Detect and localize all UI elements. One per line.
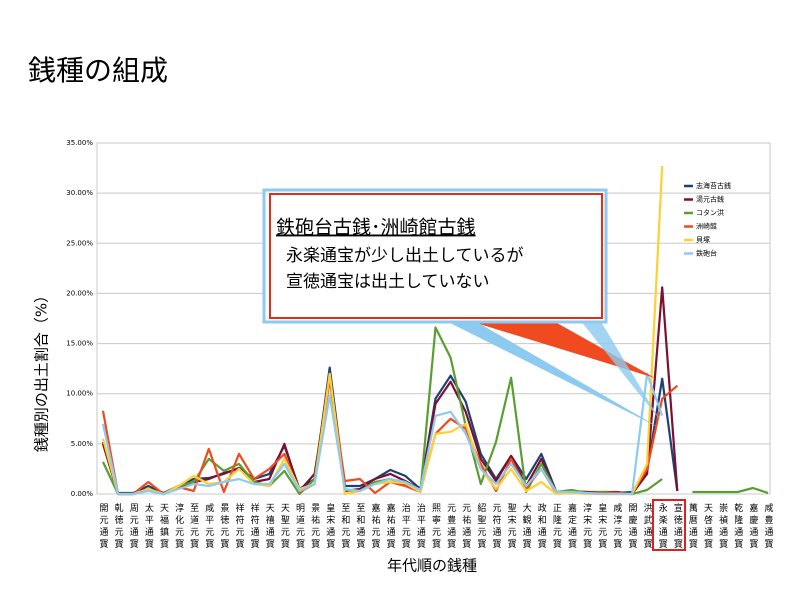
x-tick-label: 嘉慶通寳 (747, 502, 758, 551)
y-tick-label: 15.00% (66, 340, 93, 348)
legend-label: コタン洪 (696, 208, 724, 217)
x-tick-label: 祥符元寳 (234, 502, 245, 551)
x-tick-label: 元豊通寳 (445, 503, 456, 551)
x-labels: 開元通寳 乹徳元寳 周元通寳 太平通寳 天福鎮寳 淳化元寳 至道元寳 咸平元寳 景徳元寳 祥符元寳… (98, 502, 774, 551)
x-tick-label: 紹聖元寳 (475, 502, 486, 551)
x-tick-label: 乹徳元寳 (113, 503, 124, 551)
callout-arrow (580, 320, 660, 420)
x-tick-label: 明道元寳 (294, 503, 305, 551)
x-tick-label: 崇禎通寳 (717, 503, 728, 551)
callout-arrow (440, 318, 660, 428)
x-tick-label: 嘉祐元寳 (370, 502, 381, 551)
y-tick-label: 30.00% (66, 189, 93, 197)
x-tick-label: 淳化元寳 (173, 502, 184, 551)
x-tick-label: 宣徳通寳 (672, 502, 683, 551)
y-tick-label: 10.00% (66, 390, 93, 398)
legend-label: 志海苔古銭 (696, 181, 731, 190)
x-tick-label: 開元通寳 (98, 503, 109, 551)
callout-title: 鉄砲台古銭･洲崎館古銭 (276, 217, 476, 239)
x-tick-label: 正隆元寳 (551, 503, 562, 551)
callout-box (269, 193, 603, 319)
x-tick-label: 洪武通寳 (642, 502, 653, 551)
x-tick-label: 周元通寳 (128, 503, 139, 551)
x-tick-label: 開慶通寳 (626, 503, 637, 551)
x-tick-label: 治平通寳 (415, 502, 426, 551)
callout-line: 宣徳通宝は出土していない (286, 272, 490, 292)
x-tick-label: 乾隆通寳 (732, 502, 743, 551)
x-tick-label: 至道元寳 (188, 503, 199, 551)
series-line (101, 166, 664, 496)
x-tick-label: 皇宋元寳 (596, 502, 607, 551)
x-tick-label: 永楽通寳 (657, 502, 668, 551)
x-tick-label: 政和通寳 (536, 502, 547, 551)
callout: 鉄砲台古銭･洲崎館古銭 永楽通宝が少し出土しているが 宣徳通宝は出土していない (262, 188, 660, 428)
x-tick-label: 元祐通寳 (460, 503, 471, 551)
callout-line: 永楽通宝が少し出土しているが (286, 246, 524, 266)
x-tick-label: 咸平元寳 (203, 502, 214, 551)
y-tick-label: 20.00% (66, 289, 93, 297)
y-axis-label: 銭種別の出土割合（%） (33, 288, 51, 452)
x-tick-label: 天福鎮寳 (158, 503, 169, 551)
callout-arrow (460, 318, 655, 378)
x-tick-label: 咸豊通寳 (763, 502, 774, 551)
legend-label: 洲崎館 (696, 222, 717, 231)
x-tick-label: 咸淳元寳 (611, 502, 622, 551)
series-line (101, 372, 664, 496)
x-tick-label: 太平通寳 (143, 502, 154, 551)
x-tick-label: 嘉定通寳 (566, 502, 577, 551)
x-tick-label: 大観通寳 (521, 502, 532, 551)
y-tick-label: 5.00% (71, 440, 94, 448)
y-tick-label: 25.00% (66, 239, 93, 247)
x-axis-label: 年代順の銭種 (387, 557, 477, 575)
lines (101, 166, 769, 496)
x-tick-label: 萬暦通寳 (687, 502, 698, 551)
x-tick-label: 景祐元寳 (309, 503, 320, 551)
x-tick-label: 治平元寳 (400, 502, 411, 551)
x-tick-label: 淳宋元寳 (581, 502, 592, 551)
x-tick-label: 至和通寳 (354, 503, 365, 551)
series-line (101, 377, 679, 496)
x-tick-label: 聖宋元寳 (506, 503, 517, 551)
legend-label: 貝塚 (696, 235, 710, 244)
x-tick-label: 至和元寳 (339, 503, 350, 551)
x-tick-label: 祥符通寳 (249, 502, 259, 551)
x-tick-label: 元符通寳 (490, 503, 501, 551)
x-tick-label: 天禧通寳 (264, 503, 275, 551)
highlight-box (652, 499, 686, 551)
legend-label: 鉄砲台 (696, 249, 717, 258)
y-tick-label: 0.00% (71, 490, 94, 498)
x-tick-label: 煕寧元寳 (430, 503, 441, 551)
x-tick-label: 天啓通寳 (702, 503, 713, 551)
x-tick-label: 天聖元寳 (279, 503, 290, 551)
chart-title: 銭種の組成 (28, 54, 168, 87)
x-tick-label: 嘉祐通寳 (385, 502, 396, 551)
x-tick-label: 景徳元寳 (218, 503, 229, 551)
y-tick-label: 35.00% (66, 139, 93, 147)
legend-label: 湯元古銭 (696, 195, 724, 204)
x-tick-label: 皇宋通寳 (324, 502, 335, 551)
